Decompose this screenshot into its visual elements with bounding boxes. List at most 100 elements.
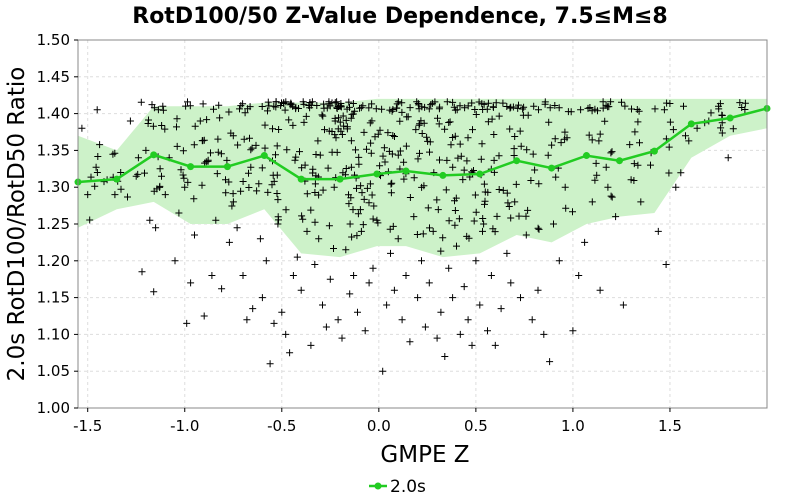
scatter-point <box>455 215 463 223</box>
scatter-point <box>479 106 487 113</box>
scatter-point <box>418 183 426 191</box>
scatter-point <box>173 123 180 131</box>
scatter-point <box>312 151 320 158</box>
scatter-point <box>633 106 641 113</box>
scatter-point <box>302 112 310 120</box>
scatter-point <box>421 103 429 111</box>
scatter-point <box>346 290 354 298</box>
scatter-point <box>480 220 488 228</box>
scatter-point <box>261 144 269 152</box>
scatter-point <box>669 126 677 134</box>
scatter-point <box>138 268 146 276</box>
scatter-point <box>651 105 659 113</box>
scatter-point <box>619 301 627 309</box>
scatter-point <box>434 206 442 214</box>
scatter-point <box>446 118 454 126</box>
scatter-point <box>396 147 404 155</box>
scatter-point <box>289 272 297 279</box>
scatter-point <box>468 341 476 349</box>
scatter-point <box>477 155 485 163</box>
scatter-point <box>171 257 179 265</box>
scatter-point <box>437 308 445 316</box>
scatter-point <box>225 238 233 246</box>
scatter-point <box>383 301 391 309</box>
scatter-point <box>358 189 366 197</box>
scatter-point <box>190 195 198 203</box>
scatter-point <box>551 102 559 109</box>
y-tick-label: 1.40 <box>37 105 70 123</box>
scatter-point <box>214 148 222 156</box>
scatter-point <box>258 103 266 110</box>
scatter-point <box>369 215 377 223</box>
scatter-point <box>654 227 662 235</box>
scatter-point <box>507 214 515 222</box>
scatter-point <box>196 117 204 125</box>
scatter-point <box>215 101 223 109</box>
scatter-point <box>331 117 339 125</box>
scatter-point <box>561 183 569 191</box>
scatter-point <box>396 117 404 125</box>
scatter-point <box>596 286 604 294</box>
scatter-point <box>424 137 432 145</box>
scatter-point <box>210 105 217 113</box>
scatter-point <box>421 323 429 331</box>
scatter-point <box>333 105 341 112</box>
scatter-point <box>319 301 326 309</box>
y-tick-label: 1.15 <box>37 289 70 307</box>
scatter-point <box>200 312 208 320</box>
y-tick-label: 1.45 <box>37 68 70 86</box>
scatter-point <box>369 264 377 272</box>
scatter-point <box>630 177 638 184</box>
scatter-point <box>528 316 536 324</box>
scatter-point <box>202 158 210 166</box>
scatter-point <box>253 187 261 195</box>
scatter-point <box>499 186 507 194</box>
scatter-point <box>233 224 241 232</box>
scatter-point <box>269 171 277 179</box>
scatter-point <box>354 308 361 316</box>
scatter-point <box>286 349 294 357</box>
scatter-point <box>264 98 272 106</box>
scatter-point <box>454 154 462 162</box>
scatter-point <box>349 100 357 107</box>
scatter-point <box>387 189 395 197</box>
scatter-point <box>349 110 357 118</box>
scatter-point <box>338 131 346 138</box>
scatter-point <box>214 135 222 143</box>
scatter-point <box>365 104 373 112</box>
scatter-point <box>374 130 382 138</box>
scatter-point <box>419 230 427 238</box>
scatter-point <box>423 133 431 141</box>
scatter-point <box>677 169 685 177</box>
scatter-point <box>716 100 724 108</box>
scatter-point <box>117 185 125 193</box>
scatter-point <box>435 105 443 113</box>
scatter-point <box>306 104 314 112</box>
scatter-point <box>464 102 472 110</box>
scatter-point <box>182 102 190 110</box>
scatter-point <box>637 198 645 206</box>
scatter-point <box>551 135 559 143</box>
scatter-point <box>299 215 307 223</box>
scatter-point <box>541 98 549 106</box>
scatter-point <box>336 118 344 126</box>
scatter-point <box>335 114 342 122</box>
scatter-point <box>367 139 375 147</box>
scatter-point <box>287 99 295 107</box>
scatter-point <box>281 106 289 114</box>
scatter-point <box>468 99 476 107</box>
scatter-point <box>353 232 361 240</box>
scatter-point <box>718 129 726 137</box>
scatter-point <box>484 327 491 335</box>
scatter-point <box>337 102 345 110</box>
scatter-point <box>470 167 477 174</box>
scatter-point <box>400 175 408 183</box>
mean-point <box>187 163 195 171</box>
scatter-point <box>540 330 548 338</box>
scatter-point <box>245 169 252 177</box>
scatter-point <box>366 119 374 127</box>
scatter-point <box>515 101 522 109</box>
x-tick-label: -1.5 <box>73 417 102 435</box>
scatter-point <box>519 105 527 113</box>
scatter-point <box>198 181 206 189</box>
